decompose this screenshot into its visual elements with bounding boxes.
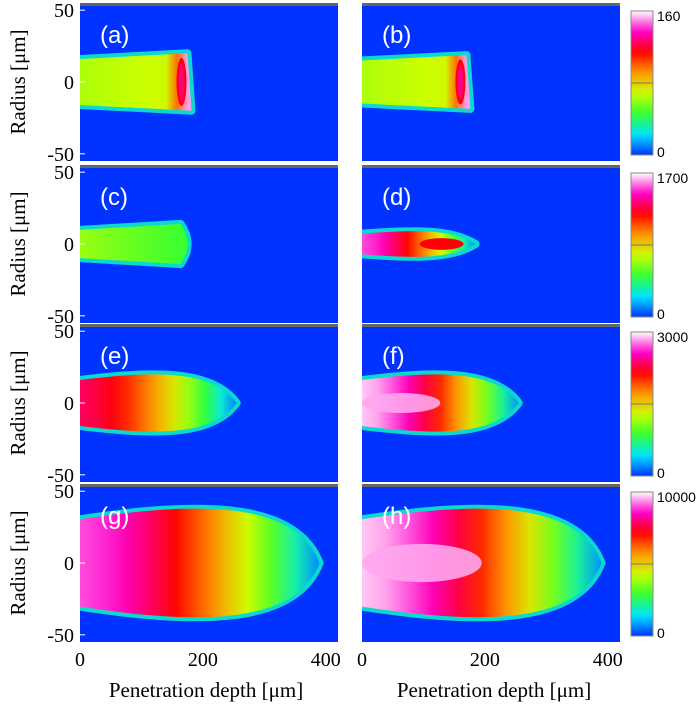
jet-body	[362, 231, 476, 257]
jet-body	[80, 374, 237, 432]
panel-top-bar	[362, 484, 620, 487]
jet-body	[80, 53, 192, 111]
x-tick-label: 400	[311, 649, 341, 671]
x-axis-label-right: Penetration depth [μm]	[397, 678, 591, 702]
colorbar-min-label: 0	[657, 144, 665, 160]
jet-body	[80, 508, 320, 618]
panel-f: (f)	[362, 324, 620, 482]
colorbar-max-label: 1700	[657, 170, 688, 186]
x-tick-label: 200	[188, 649, 218, 671]
y-axis-label: Radius [μm]	[6, 350, 30, 455]
colorbar-row-3: 3000 0	[630, 329, 688, 481]
hotspot	[362, 543, 482, 583]
panel-label: (h)	[382, 503, 411, 530]
panel-label: (g)	[100, 503, 129, 530]
y-tick-label: -50	[47, 625, 74, 647]
jet-body	[80, 223, 188, 265]
x-tick-label: 400	[593, 649, 623, 671]
y-tick-label: 0	[64, 553, 74, 575]
y-tick-label: -50	[47, 144, 74, 166]
y-tick-label: -50	[47, 465, 74, 487]
panel-label: (f)	[382, 343, 405, 370]
panel-label: (b)	[382, 22, 411, 49]
y-tick-label: -50	[47, 306, 74, 328]
y-tick-label: 0	[64, 393, 74, 415]
x-axis-label-left: Penetration depth [μm]	[109, 678, 303, 702]
hotspot	[362, 392, 441, 414]
panel-top-bar	[80, 484, 338, 487]
panel-h: (h) 0 200 400	[357, 484, 623, 671]
panel-label: (d)	[382, 184, 411, 211]
panel-label: (a)	[100, 22, 129, 49]
colorbar-min-label: 0	[657, 306, 665, 322]
y-axis-label: Radius [μm]	[6, 29, 30, 134]
panel-label: (c)	[100, 184, 128, 211]
hotspot-core	[457, 64, 464, 100]
x-tick-label: 0	[357, 649, 367, 671]
y-tick-label: 50	[54, 481, 74, 503]
colorbar-row-4: 10000 0	[630, 489, 696, 641]
panel-b: (b)	[362, 3, 620, 161]
colorbar-max-label: 10000	[657, 489, 696, 505]
y-axis-label: Radius [μm]	[6, 510, 30, 615]
colorbar-min-label: 0	[657, 625, 665, 641]
y-axis-label: Radius [μm]	[6, 191, 30, 296]
panel-top-bar	[362, 3, 620, 6]
colorbar-row-2: 1700 0	[630, 170, 688, 322]
panel-top-bar	[80, 165, 338, 168]
hotspot	[419, 238, 464, 250]
y-tick-label: 50	[54, 321, 74, 343]
panel-top-bar	[362, 324, 620, 327]
panel-label: (e)	[100, 343, 129, 370]
y-tick-label: 0	[64, 72, 74, 94]
x-tick-label: 0	[75, 649, 85, 671]
y-tick-label: 50	[54, 0, 74, 22]
panel-c: (c) 50 0 -50 Radius [μm]	[6, 162, 338, 328]
panel-d: (d)	[362, 165, 620, 323]
panel-a: (a) 50 0 -50 Radius [μm]	[6, 0, 338, 166]
x-tick-label: 200	[470, 649, 500, 671]
panel-top-bar	[80, 3, 338, 6]
colorbar-min-label: 0	[657, 465, 665, 481]
jet-body	[362, 55, 471, 109]
jet-body	[362, 374, 519, 432]
panel-top-bar	[362, 165, 620, 168]
panel-top-bar	[80, 324, 338, 327]
hotspot-core	[178, 63, 185, 101]
y-tick-label: 50	[54, 162, 74, 184]
panel-e: (e) 50 0 -50 Radius [μm]	[6, 321, 338, 487]
y-tick-label: 0	[64, 234, 74, 256]
colorbar-max-label: 160	[657, 8, 681, 24]
colorbar-max-label: 3000	[657, 329, 688, 345]
